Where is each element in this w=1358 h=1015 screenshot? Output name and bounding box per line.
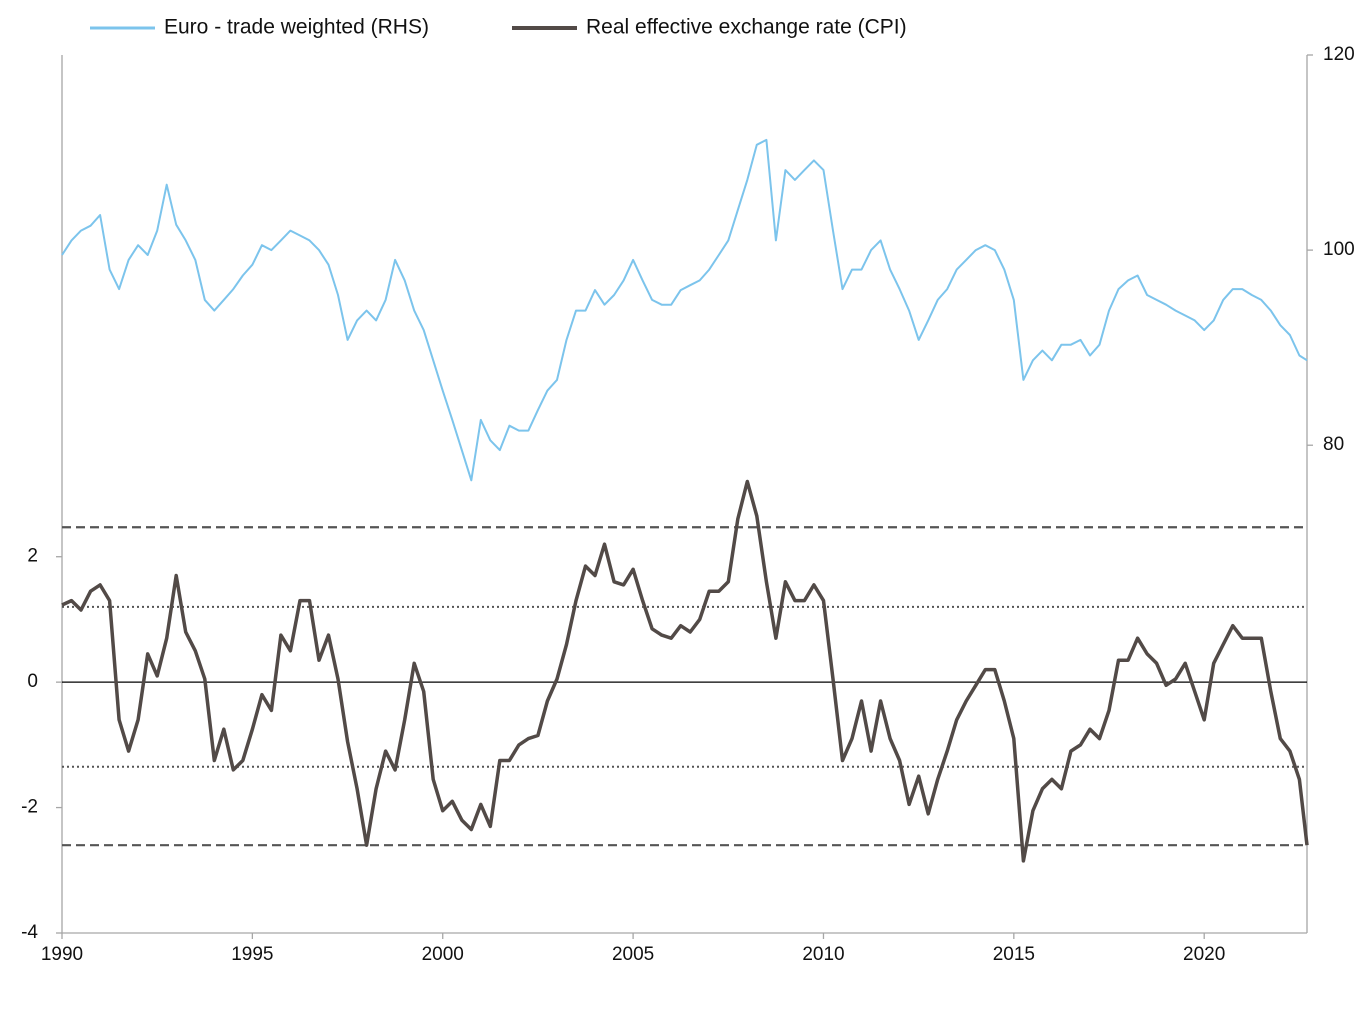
legend-label: Real effective exchange rate (CPI) [586,16,907,39]
x-tick-label: 2010 [802,944,844,965]
y2-tick-label: 120 [1323,44,1355,65]
x-tick-label: 2005 [612,944,654,965]
x-tick-label: 1995 [231,944,273,965]
y-tick-label: 2 [27,546,38,567]
y2-tick-label: 80 [1323,434,1344,455]
y2-tick-label: 100 [1323,239,1355,260]
x-tick-label: 2020 [1183,944,1225,965]
y-tick-label: -4 [21,922,38,943]
series-line [61,138,1308,482]
y-tick-label: 0 [27,671,38,692]
x-tick-label: 1990 [41,944,83,965]
series-line [61,479,1309,863]
y-tick-label: -2 [21,797,38,818]
legend-label: Euro - trade weighted (RHS) [164,16,429,39]
x-tick-label: 2015 [993,944,1035,965]
x-tick-label: 2000 [422,944,464,965]
